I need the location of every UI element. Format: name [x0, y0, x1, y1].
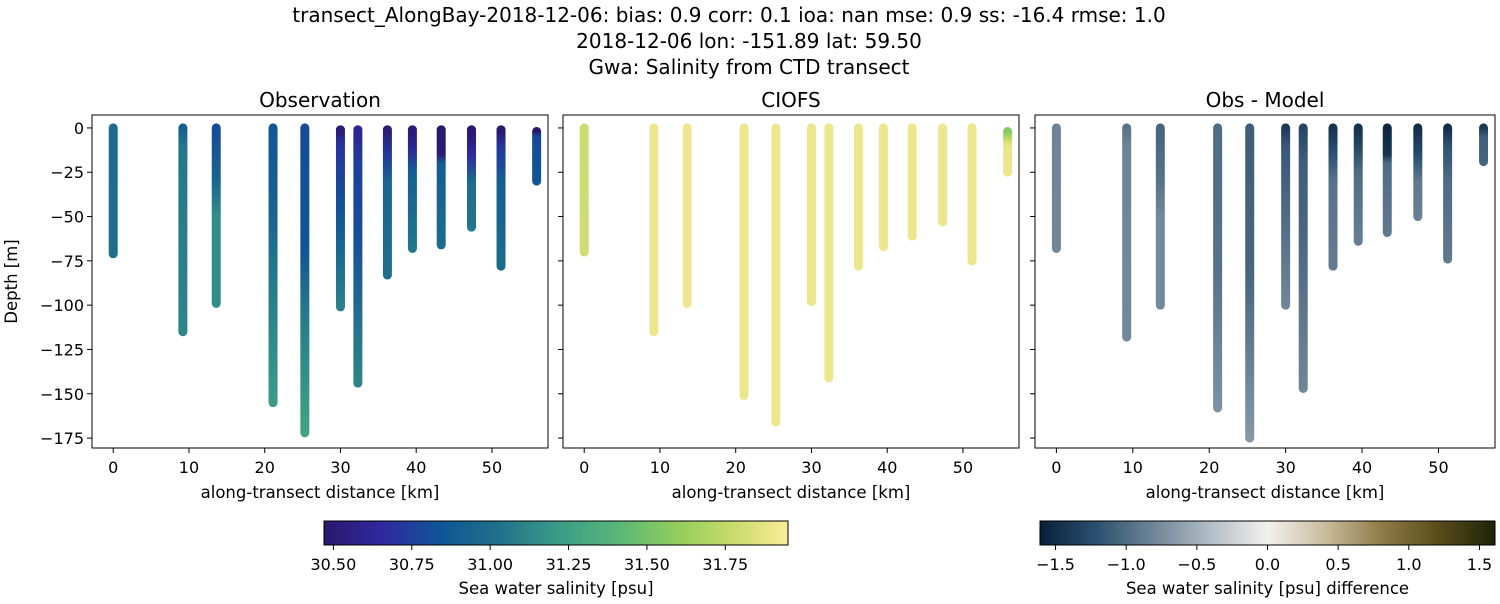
x-tick-label: 40	[877, 458, 897, 477]
x-tick-label: 20	[255, 458, 275, 477]
figure-title-line-3: Gwa: Salinity from CTD transect	[589, 55, 910, 79]
x-tick-label: 30	[801, 458, 821, 477]
x-tick-label: 20	[1199, 458, 1219, 477]
x-tick-label: 50	[482, 458, 502, 477]
colorbar-1: 30.50 30.75 31.00 31.25 31.50 31.75 Sea water …	[310, 520, 789, 598]
x-tick-label: 10	[1123, 458, 1143, 477]
axes-frame	[1034, 114, 1496, 449]
colorbar-tick-label: 1.0	[1396, 555, 1421, 574]
x-axis-label: along-transect distance [km]	[201, 483, 440, 502]
panel-3: Obs - Model 0 10 20 30 40 50 along-transect dis…	[1030, 88, 1496, 502]
y-tick-label: −50	[50, 208, 84, 227]
y-axis-label: Depth [m]	[2, 239, 21, 323]
colorbar-tick-label: 1.5	[1467, 555, 1492, 574]
y-tick-label: −75	[50, 252, 84, 271]
y-tick-label: −125	[40, 340, 84, 359]
x-tick-label: 30	[1275, 458, 1295, 477]
x-axis-label: along-transect distance [km]	[1146, 483, 1385, 502]
x-tick-label: 10	[650, 458, 670, 477]
y-tick-label: −25	[50, 163, 84, 182]
colorbar-tick-label: 0.5	[1325, 555, 1350, 574]
colorbar-tick-label: 30.50	[310, 555, 356, 574]
colorbar-label: Sea water salinity [psu]	[458, 579, 653, 598]
colorbar-gradient	[323, 520, 789, 546]
colorbar-tick-label: 31.75	[702, 555, 748, 574]
y-tick-label: −175	[40, 429, 84, 448]
y-tick-label: −100	[40, 296, 84, 315]
x-tick-label: 50	[1428, 458, 1448, 477]
colorbar-tick-label: −1.5	[1036, 555, 1075, 574]
colorbar-2: −1.5 −1.0 −0.5 0.0 0.5 1.0 1.5 Sea water salini…	[1036, 520, 1496, 598]
panel-title: CIOFS	[761, 88, 820, 112]
panel-title: Obs - Model	[1206, 88, 1325, 112]
colorbar-tick-label: −0.5	[1177, 555, 1216, 574]
colorbar-tick-label: 31.50	[624, 555, 670, 574]
panel-2: CIOFS 0 10 20 30 40 50 along-transect distance …	[558, 88, 1020, 502]
panel-1: Observation 0 10 20 30 40 50 0 −25 −50 −75 −100 −125…	[2, 88, 549, 502]
x-tick-label: 10	[179, 458, 199, 477]
colorbar-tick-label: 0.0	[1255, 555, 1280, 574]
colorbar-tick-label: −1.0	[1107, 555, 1146, 574]
axes-frame	[562, 114, 1020, 449]
x-axis-label: along-transect distance [km]	[672, 483, 911, 502]
y-tick-label: −150	[40, 385, 84, 404]
figure-title-line-2: 2018-12-06 lon: -151.89 lat: 59.50	[576, 29, 922, 53]
x-tick-label: 20	[726, 458, 746, 477]
x-tick-label: 50	[953, 458, 973, 477]
colorbar-label: Sea water salinity [psu] difference	[1126, 579, 1409, 598]
colorbar-gradient	[1039, 520, 1496, 546]
colorbar-tick-label: 31.00	[467, 555, 513, 574]
figure-title-line-1: transect_AlongBay-2018-12-06: bias: 0.9 …	[292, 3, 1165, 27]
x-tick-label: 40	[1352, 458, 1372, 477]
x-tick-label: 0	[579, 458, 589, 477]
colorbar-tick-label: 30.75	[389, 555, 435, 574]
axes-frame	[91, 114, 549, 449]
colorbar-tick-label: 31.25	[546, 555, 592, 574]
x-tick-label: 0	[108, 458, 118, 477]
y-tick-label: 0	[74, 119, 84, 138]
x-tick-label: 40	[406, 458, 426, 477]
x-tick-label: 0	[1051, 458, 1061, 477]
x-tick-label: 30	[330, 458, 350, 477]
panel-title: Observation	[259, 88, 381, 112]
